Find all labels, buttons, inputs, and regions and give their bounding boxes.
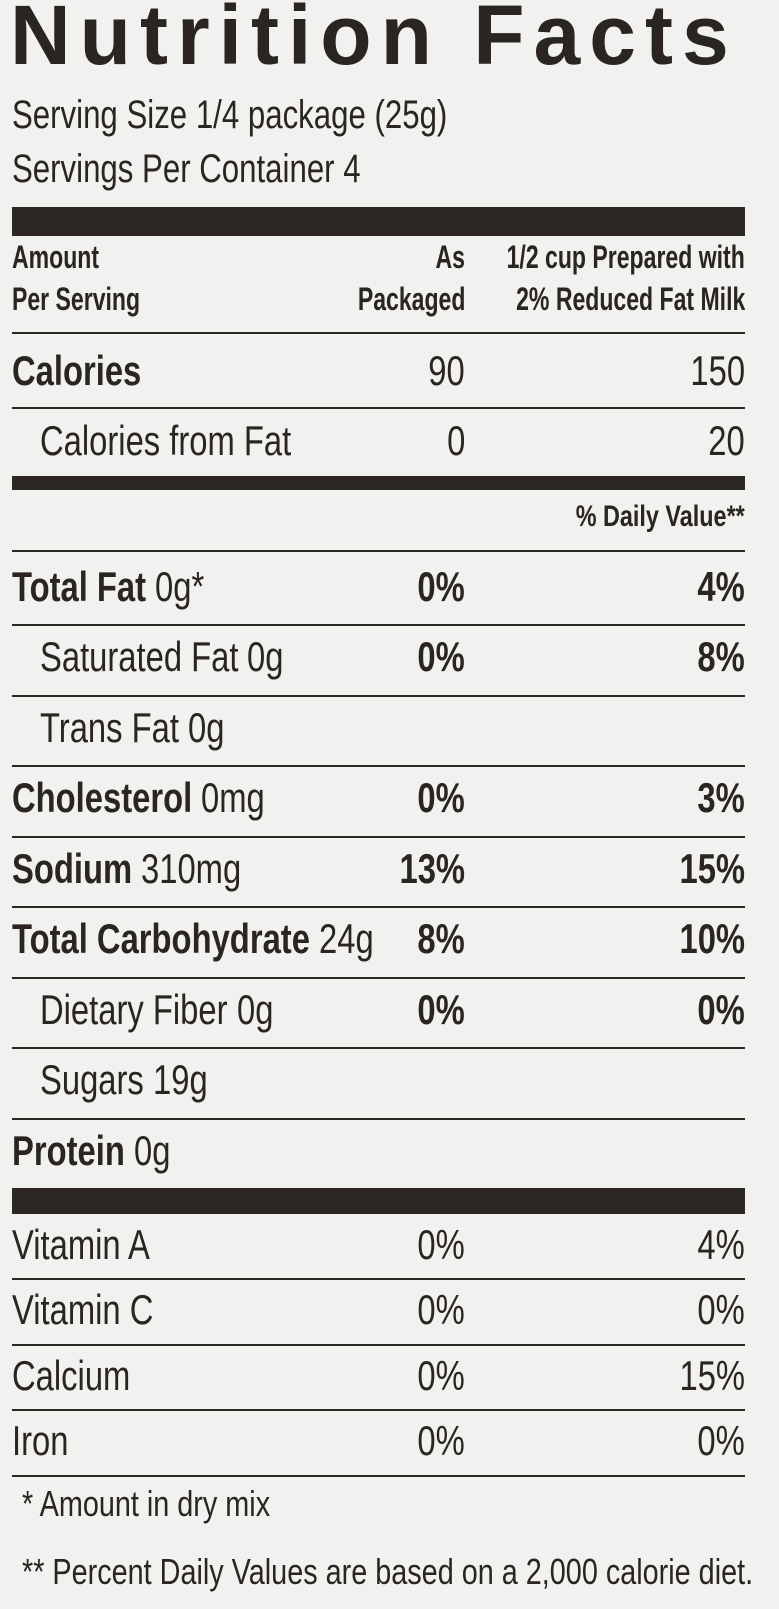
percent-prepared: 15% (679, 844, 745, 892)
vitamin-packaged: 0% (417, 1220, 465, 1268)
vitamin-name: Vitamin A (12, 1220, 150, 1268)
percent-prepared: 8% (697, 633, 745, 681)
column-header: 1/2 cup Prepared with (506, 239, 745, 276)
vitamin-name: Iron (12, 1417, 69, 1465)
rule (12, 976, 745, 979)
nutrient-name: Saturated Fat (40, 633, 239, 681)
column-header: Packaged (357, 281, 465, 318)
calories-label: Calories from Fat (40, 416, 292, 464)
nutrient-name: Sugars (40, 1056, 144, 1104)
vitamin-packaged: 0% (417, 1286, 465, 1334)
percent-packaged: 0% (417, 774, 465, 822)
thick-rule (12, 207, 745, 236)
rule (12, 1047, 745, 1049)
percent-packaged: 0% (417, 985, 465, 1033)
nutrient-amount: 0mg (201, 774, 265, 822)
nutrient-amount: 0g* (155, 562, 205, 610)
rule (12, 550, 745, 552)
nutrient-amount: 24g (318, 915, 374, 963)
thick-rule (12, 476, 745, 490)
percent-packaged: 13% (399, 844, 465, 892)
rule (12, 332, 745, 334)
nutrient-amount: 0g (247, 633, 284, 681)
column-header: Per Serving (12, 281, 141, 318)
daily-value-header: % Daily Value** (575, 499, 745, 533)
rule (12, 1474, 745, 1477)
vitamin-prepared: 4% (697, 1220, 745, 1268)
nutrient-name: Protein (12, 1126, 125, 1174)
column-header: Amount (12, 239, 100, 276)
nutrient-name: Total Fat (12, 562, 147, 610)
nutrient-amount: 19g (152, 1056, 208, 1104)
serving-size: Serving Size 1/4 package (25g) (12, 92, 448, 137)
percent-prepared: 0% (697, 985, 745, 1033)
servings-per-container: Servings Per Container 4 (12, 146, 361, 191)
calories-packaged: 90 (428, 346, 465, 394)
vitamin-prepared: 0% (697, 1417, 745, 1465)
percent-packaged: 8% (417, 915, 465, 963)
calories-label: Calories (12, 346, 142, 394)
calories-prepared: 150 (690, 346, 745, 394)
vitamin-prepared: 15% (679, 1351, 745, 1399)
rule (12, 407, 745, 409)
percent-packaged: 0% (417, 562, 465, 610)
footnote: ** Percent Daily Values are based on a 2… (22, 1551, 754, 1593)
nutrient-name: Trans Fat (40, 703, 179, 751)
vitamin-packaged: 0% (417, 1417, 465, 1465)
percent-packaged: 0% (417, 633, 465, 681)
rule (12, 1278, 745, 1280)
thick-rule (12, 1188, 745, 1214)
vitamin-name: Vitamin C (12, 1286, 154, 1334)
calories-prepared: 20 (708, 416, 745, 464)
rule (12, 694, 745, 697)
nutrient-name: Total Carbohydrate (12, 915, 310, 963)
vitamin-packaged: 0% (417, 1351, 465, 1399)
percent-prepared: 10% (679, 915, 745, 963)
rule (12, 765, 745, 767)
rule (12, 835, 745, 838)
nutrient-name: Sodium (12, 844, 133, 892)
rule (12, 906, 745, 908)
rule (12, 1117, 745, 1120)
percent-prepared: 4% (697, 562, 745, 610)
nutrient-name: Cholesterol (12, 774, 193, 822)
title: Nutrition Facts (10, 0, 738, 83)
vitamin-prepared: 0% (697, 1286, 745, 1334)
footnote: * Amount in dry mix (22, 1483, 271, 1525)
rule (12, 1409, 745, 1411)
nutrient-amount: 310mg (141, 844, 242, 892)
nutrient-amount: 0g (133, 1126, 171, 1174)
rule (12, 1343, 745, 1346)
nutrient-amount: 0g (236, 985, 273, 1033)
rule (12, 624, 745, 626)
calories-packaged: 0 (446, 416, 465, 464)
vitamin-name: Calcium (12, 1351, 131, 1399)
nutrient-amount: 0g (187, 703, 225, 751)
column-header: As (435, 239, 465, 276)
column-header: 2% Reduced Fat Milk (515, 281, 745, 318)
nutrient-name: Dietary Fiber (40, 985, 228, 1033)
percent-prepared: 3% (697, 774, 745, 822)
